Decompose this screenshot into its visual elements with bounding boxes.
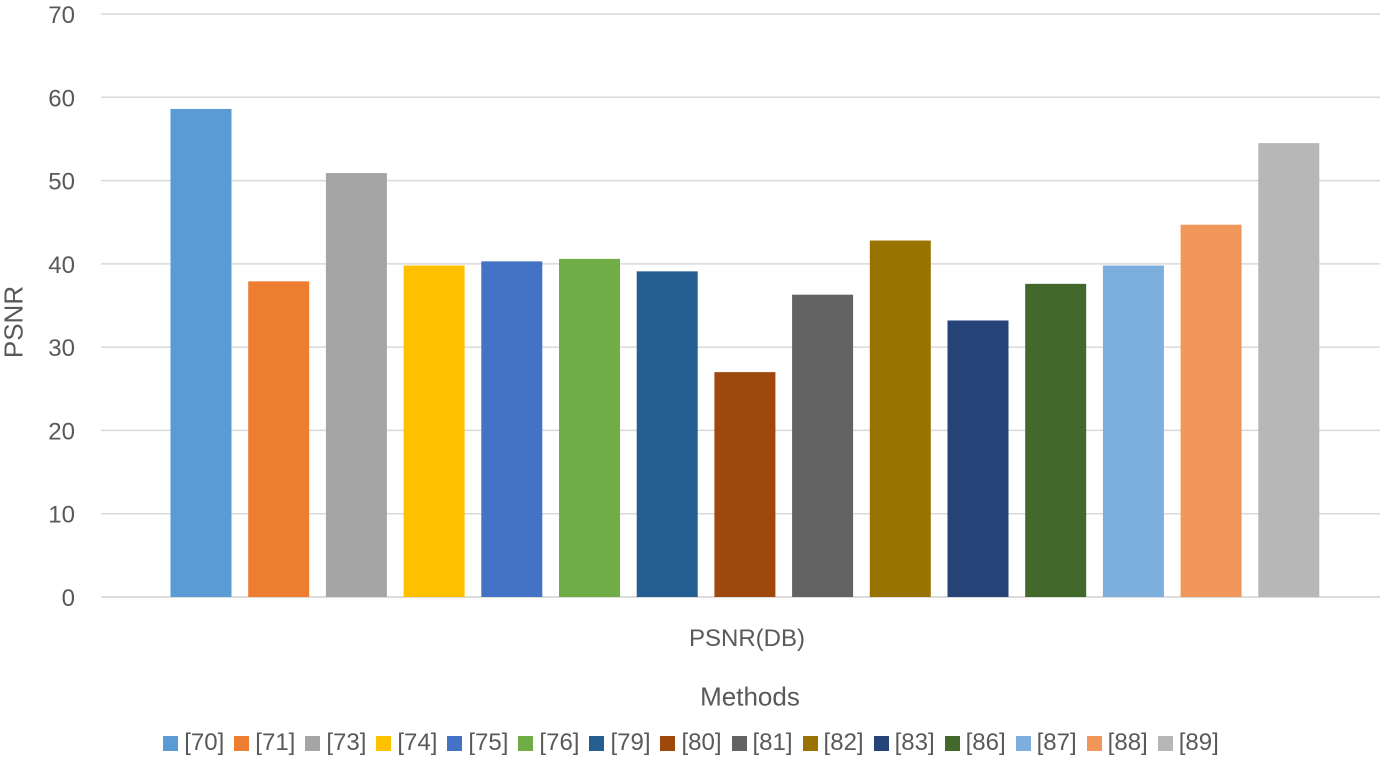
legend-label: [89] [1178, 729, 1219, 756]
bar-89 [1258, 143, 1320, 598]
legend-item: [89] [1157, 729, 1219, 757]
legend-label: [73] [326, 729, 367, 756]
y-tick-label: 20 [48, 418, 75, 445]
bar-70 [170, 108, 232, 598]
legend-swatch [518, 735, 534, 751]
y-tick-label: 40 [48, 252, 75, 279]
legend-label: [79] [610, 729, 651, 756]
legend-item: [88] [1086, 729, 1148, 757]
legend-swatch [305, 735, 321, 751]
legend-item: [86] [944, 729, 1006, 757]
legend-swatch [589, 735, 605, 751]
bar-71 [248, 281, 310, 597]
y-axis-ticks: 0 10 20 30 40 50 60 70 [48, 2, 75, 612]
y-tick-label: 50 [48, 169, 75, 196]
x-axis-title: Methods [700, 681, 800, 712]
y-tick-label: 70 [48, 2, 75, 29]
bar-86 [1025, 283, 1087, 597]
bar-74 [403, 265, 465, 597]
legend-swatch [1157, 735, 1173, 751]
legend-swatch [944, 735, 960, 751]
bar-73 [325, 173, 387, 597]
legend-item: [75] [447, 729, 508, 757]
legend-label: [70] [184, 729, 225, 756]
y-tick-label: 0 [62, 585, 75, 612]
legend-item: [79] [589, 729, 650, 757]
legend-label: [76] [539, 729, 580, 756]
y-axis-title: PSNR [0, 285, 29, 359]
bar-88 [1180, 224, 1242, 597]
legend-swatch [802, 735, 818, 751]
bar-75 [481, 261, 543, 597]
legend-swatch [1015, 735, 1031, 751]
legend-swatch [447, 735, 463, 751]
legend-item: [83] [873, 729, 935, 757]
bar-76 [559, 258, 620, 597]
legend-item: [80] [660, 729, 722, 757]
legend-swatch [1086, 735, 1102, 751]
bar-83 [947, 320, 1009, 597]
legend-item: [73] [305, 729, 366, 757]
legend-item: [87] [1015, 729, 1077, 757]
legend-swatch [234, 735, 250, 751]
y-tick-label: 60 [48, 85, 75, 112]
legend-item: [74] [376, 729, 437, 757]
legend-label: [87] [1036, 729, 1077, 756]
legend-item: [70] [163, 729, 224, 757]
bar-87 [1102, 265, 1164, 597]
legend-item: [71] [234, 729, 295, 757]
legend-label: [71] [255, 729, 296, 756]
bar-81 [792, 294, 854, 597]
legend-label: [86] [965, 729, 1006, 756]
y-tick-label: 10 [48, 502, 75, 529]
legend-swatch [660, 735, 676, 751]
category-label: PSNR(DB) [688, 625, 806, 652]
legend-label: [74] [397, 729, 438, 756]
legend-item: [82] [802, 729, 864, 757]
legend-label: [75] [468, 729, 509, 756]
legend-item: [76] [518, 729, 579, 757]
bars [170, 108, 1320, 598]
legend-item: [81] [731, 729, 793, 757]
legend-swatch [163, 735, 179, 751]
y-tick-label: 30 [48, 335, 75, 362]
legend-label: [82] [823, 729, 864, 756]
legend-swatch [731, 735, 747, 751]
legend-label: [88] [1107, 729, 1148, 756]
bar-80 [714, 372, 776, 597]
legend-label: [83] [894, 729, 935, 756]
legend-label: [80] [681, 729, 722, 756]
bar-82 [869, 240, 931, 597]
legend-swatch [873, 735, 889, 751]
legend-label: [81] [752, 729, 793, 756]
bar-79 [636, 271, 698, 597]
legend: [70] [71] [73] [74] [75] [76] [79] [80] [81] [82]… [0, 726, 1382, 760]
legend-swatch [376, 735, 392, 751]
